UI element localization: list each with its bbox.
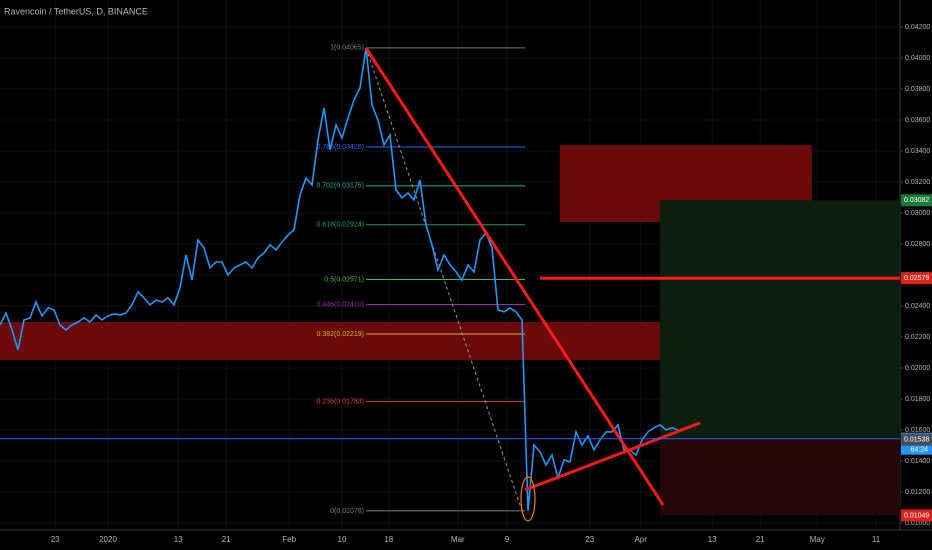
y-tick-label: 0.03000 bbox=[905, 210, 930, 217]
y-tick-label: 0.03800 bbox=[905, 86, 930, 93]
x-tick-label: 13 bbox=[708, 535, 717, 544]
price-label: 0.01538 bbox=[904, 436, 929, 443]
x-tick-label: Apr bbox=[635, 535, 648, 544]
x-tick-label: 11 bbox=[872, 535, 881, 544]
zone bbox=[0, 321, 689, 360]
x-tick-label: 9 bbox=[505, 535, 510, 544]
y-tick-label: 0.04200 bbox=[905, 24, 930, 31]
zone bbox=[660, 200, 900, 439]
y-tick-label: 0.01600 bbox=[905, 427, 930, 434]
fib-label: 0.236(0.01783) bbox=[317, 398, 364, 405]
y-tick-label: 0.01800 bbox=[905, 396, 930, 403]
y-tick-label: 0.01400 bbox=[905, 458, 930, 465]
price-label-box bbox=[901, 272, 932, 285]
y-tick-label: 0.03200 bbox=[905, 179, 930, 186]
y-tick-label: 0.02800 bbox=[905, 241, 930, 248]
price-label: 0.01049 bbox=[904, 512, 929, 519]
x-tick-label: 13 bbox=[174, 535, 183, 544]
trend-line bbox=[364, 47, 665, 506]
x-tick-label: 23 bbox=[51, 535, 60, 544]
x-tick-label: 10 bbox=[338, 535, 347, 544]
price-label: 0.02579 bbox=[904, 275, 929, 282]
fib-label: 1(0.04065) bbox=[330, 45, 364, 52]
y-tick-label: 0.03400 bbox=[905, 148, 930, 155]
x-tick-label: 21 bbox=[222, 535, 231, 544]
x-tick-label: 21 bbox=[756, 535, 765, 544]
y-tick-label: 0.02000 bbox=[905, 365, 930, 372]
fib-label: 0.618(0.02924) bbox=[317, 222, 364, 229]
price-label: 0.03082 bbox=[904, 197, 929, 204]
y-tick-label: 0.02400 bbox=[905, 303, 930, 310]
zone bbox=[660, 438, 900, 516]
price-label-box bbox=[901, 433, 932, 446]
chart-title: Ravencoin / TetherUS, D, BINANCE bbox=[4, 6, 148, 16]
countdown: 64:24 bbox=[910, 447, 928, 454]
x-tick-label: May bbox=[810, 535, 825, 544]
fib-label: 0.382(0.02219) bbox=[317, 331, 364, 338]
y-tick-label: 0.01000 bbox=[905, 520, 930, 527]
x-tick-label: 2020 bbox=[99, 535, 117, 544]
x-tick-label: 23 bbox=[585, 535, 594, 544]
price-line bbox=[0, 47, 679, 511]
trend-line bbox=[524, 421, 701, 492]
y-tick-label: 0.03600 bbox=[905, 117, 930, 124]
fib-label: 0(0.01078) bbox=[330, 508, 364, 515]
highlight-circle bbox=[520, 476, 536, 522]
y-tick-label: 0.04000 bbox=[905, 55, 930, 62]
countdown-box bbox=[901, 444, 932, 455]
x-tick-label: Mar bbox=[451, 535, 465, 544]
fib-label: 0.5(0.02571) bbox=[324, 276, 364, 283]
fib-label: 0.786(0.03426) bbox=[317, 144, 364, 151]
fib-label: 0.446(0.02410) bbox=[317, 301, 364, 308]
x-tick-label: 18 bbox=[384, 535, 393, 544]
x-tick-label: Feb bbox=[282, 535, 296, 544]
price-label-box bbox=[901, 194, 932, 207]
y-tick-label: 0.02200 bbox=[905, 334, 930, 341]
fib-label: 0.702(0.03175) bbox=[317, 183, 364, 190]
price-label-box bbox=[901, 509, 932, 522]
y-tick-label: 0.01200 bbox=[905, 489, 930, 496]
